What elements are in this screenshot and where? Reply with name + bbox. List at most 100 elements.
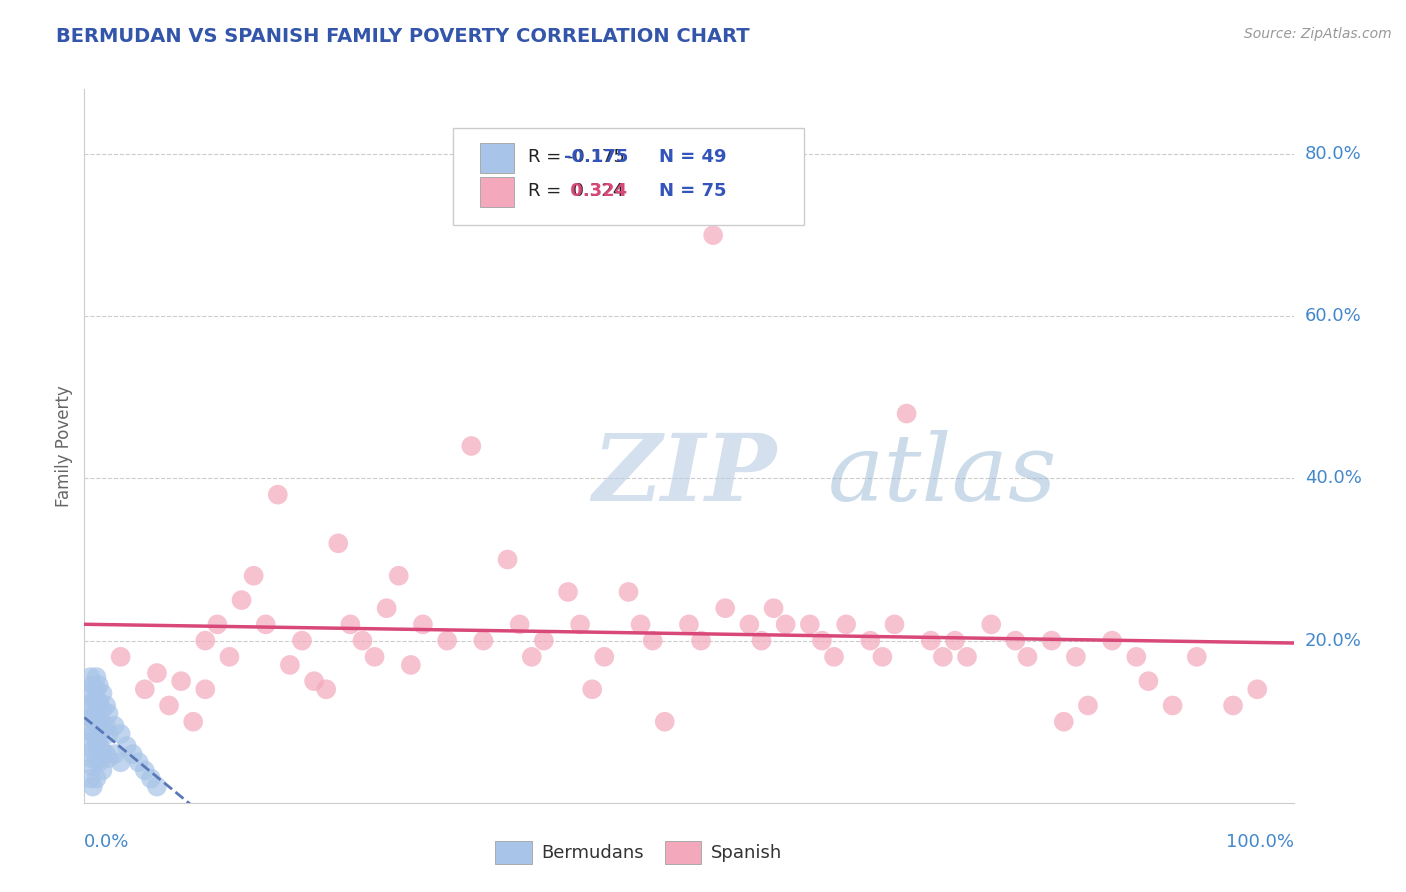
Point [79,751,101,765]
Point [641,633,664,648]
Point [811,633,834,648]
Text: N = 49: N = 49 [659,148,727,166]
Point [956,649,979,664]
Point [617,585,640,599]
Point [1161,698,1184,713]
Point [363,649,385,664]
Point [82,678,104,692]
Point [194,682,217,697]
Point [194,633,217,648]
Point [1125,649,1147,664]
Point [86,751,108,765]
Text: Source: ZipAtlas.com: Source: ZipAtlas.com [1244,27,1392,41]
Point [91,743,114,757]
Point [86,772,108,786]
Point [375,601,398,615]
Point [835,617,858,632]
Point [654,714,676,729]
Text: 20.0%: 20.0% [1305,632,1361,649]
Point [97,727,120,741]
Point [1222,698,1244,713]
Point [1053,714,1076,729]
Point [399,657,422,672]
Point [751,633,773,648]
Point [110,649,132,664]
Text: 80.0%: 80.0% [1305,145,1361,163]
Text: 60.0%: 60.0% [1305,307,1361,326]
Point [134,682,156,697]
Point [82,694,104,708]
Point [86,694,108,708]
FancyBboxPatch shape [479,143,513,173]
Point [328,536,350,550]
Point [267,488,290,502]
Point [762,601,785,615]
Point [86,719,108,733]
FancyBboxPatch shape [479,177,513,207]
Point [94,719,117,733]
Point [91,723,114,737]
Text: ZIP: ZIP [592,430,776,519]
Point [207,617,229,632]
Point [94,747,117,761]
Point [1040,633,1063,648]
Point [702,228,724,243]
Text: atlas: atlas [828,430,1057,519]
Point [231,593,253,607]
FancyBboxPatch shape [453,128,804,225]
Point [82,759,104,773]
Point [872,649,894,664]
Point [339,617,361,632]
Point [139,772,162,786]
Point [91,686,114,700]
Point [557,585,579,599]
Point [472,633,495,648]
Point [1017,649,1039,664]
Point [593,649,616,664]
Point [121,747,143,761]
Point [315,682,337,697]
Point [97,706,120,721]
Point [1101,633,1123,648]
Point [533,633,555,648]
Text: N = 75: N = 75 [659,182,727,200]
Text: 100.0%: 100.0% [1226,833,1294,851]
Point [896,407,918,421]
Point [775,617,797,632]
Point [738,617,761,632]
Point [79,698,101,713]
Point [86,682,108,697]
Point [134,764,156,778]
Point [110,727,132,741]
Point [87,735,110,749]
Point [520,649,543,664]
Point [352,633,374,648]
Point [79,711,101,725]
Point [569,617,592,632]
Point [436,633,458,648]
Point [82,711,104,725]
Point [388,568,411,582]
Point [146,780,169,794]
Text: -0.175: -0.175 [564,148,628,166]
Text: R =  0.324: R = 0.324 [529,182,624,200]
Point [82,727,104,741]
Point [291,633,314,648]
Point [630,617,652,632]
Point [91,764,114,778]
Point [79,670,101,684]
Point [920,633,942,648]
Point [87,678,110,692]
Point [278,657,301,672]
Point [859,633,882,648]
Point [980,617,1002,632]
Point [79,735,101,749]
Point [799,617,821,632]
Point [496,552,519,566]
Point [678,617,700,632]
Point [412,617,434,632]
Point [823,649,845,664]
Point [170,674,193,689]
Text: Bermudans: Bermudans [541,844,644,862]
Point [1077,698,1099,713]
